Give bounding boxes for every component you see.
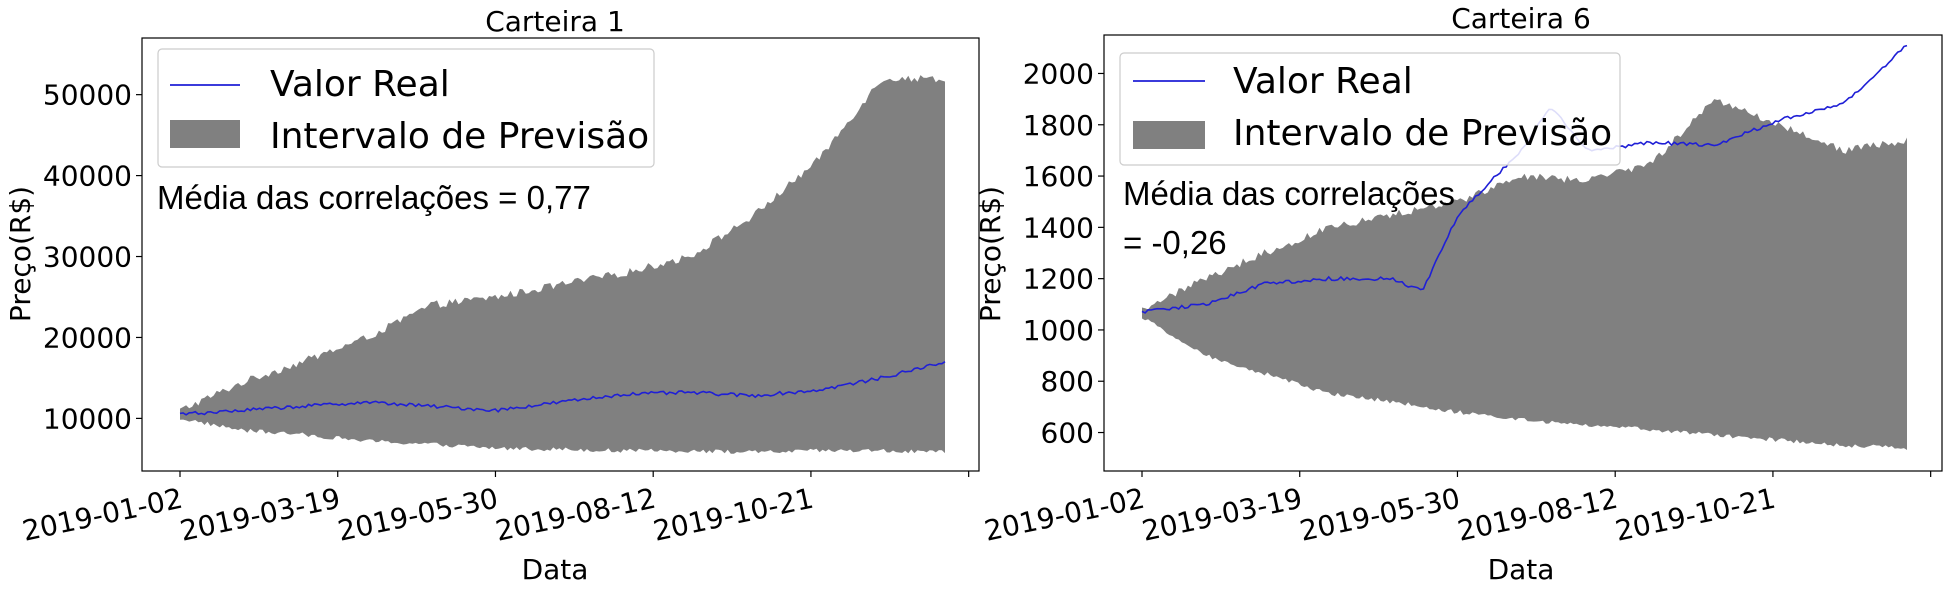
y-ticks: 10000 20000 30000 40000 50000: [43, 79, 142, 435]
y-ticks: 600 800 1000 1200 1400 1600 1800 2000: [1023, 57, 1104, 450]
x-ticks: 2019-01-022019-03-192019-05-302019-08-12…: [19, 471, 970, 548]
x-tick-label: 2019-10-21: [1612, 482, 1778, 548]
x-tick-label: 2019-05-30: [1297, 482, 1463, 548]
x-tick-label: 2019-01-02: [19, 482, 185, 548]
y-tick-label: 600: [1041, 417, 1094, 450]
x-tick-label: 2019-10-21: [650, 482, 816, 548]
x-tick-label: 2019-03-19: [1139, 482, 1305, 548]
x-tick-label: 2019-08-12: [493, 482, 659, 548]
legend-label-real: Valor Real: [270, 64, 450, 105]
chart-carteira-6: Carteira 6 Data Preço(R$) 600 800 1000 1200…: [974, 2, 1943, 586]
plot-frame: [141, 37, 980, 472]
y-tick-label: 30000: [43, 241, 132, 274]
y-tick-label: 20000: [43, 321, 132, 354]
x-tick-label: 2019-01-02: [981, 482, 1147, 548]
y-axis-label: Preço(R$): [4, 186, 37, 322]
forecast-interval-band: [1142, 99, 1907, 450]
legend-label-interval: Intervalo de Previsão: [1233, 113, 1612, 154]
chart-title: Carteira 1: [485, 5, 625, 38]
chart-carteira-1: Carteira 1 Data Preço(R$) 10000 20000 3000…: [4, 5, 980, 586]
legend-label-real: Valor Real: [1233, 61, 1413, 102]
y-tick-label: 2000: [1023, 57, 1094, 90]
x-tick-label: 2019-05-30: [335, 482, 501, 548]
legend-label-interval: Intervalo de Previsão: [270, 116, 649, 157]
x-ticks: 2019-01-022019-03-192019-05-302019-08-12…: [981, 471, 1932, 548]
correlation-annotation: Média das correlações = 0,77: [157, 179, 591, 216]
legend: Valor Real Intervalo de Previsão: [1119, 52, 1621, 166]
x-axis-label: Data: [522, 553, 589, 586]
x-tick-label: 2019-03-19: [177, 482, 343, 548]
legend-band-swatch: [170, 120, 240, 148]
y-tick-label: 1000: [1023, 314, 1094, 347]
legend: Valor Real Intervalo de Previsão: [157, 48, 655, 168]
correlation-annotation-line-2: = -0,26: [1123, 224, 1227, 261]
y-tick-label: 40000: [43, 160, 132, 193]
legend-box: [1119, 52, 1621, 166]
forecast-interval-band: [180, 75, 945, 454]
correlation-annotation-line-1: Média das correlações: [1123, 175, 1455, 212]
y-tick-label: 1400: [1023, 211, 1094, 244]
y-tick-label: 1800: [1023, 109, 1094, 142]
legend-band-swatch: [1133, 121, 1205, 149]
y-axis-label: Preço(R$): [974, 186, 1007, 322]
y-tick-label: 1200: [1023, 263, 1094, 296]
x-tick-label: 2019-08-12: [1455, 482, 1621, 548]
y-tick-label: 50000: [43, 79, 132, 112]
chart-title: Carteira 6: [1451, 2, 1591, 35]
real-value-line: [179, 361, 946, 416]
legend-box: [157, 48, 655, 168]
y-tick-label: 800: [1041, 365, 1094, 398]
y-tick-label: 10000: [43, 402, 132, 435]
x-axis-label: Data: [1488, 553, 1555, 586]
y-tick-label: 1600: [1023, 160, 1094, 193]
plot-frame: [1103, 34, 1943, 472]
